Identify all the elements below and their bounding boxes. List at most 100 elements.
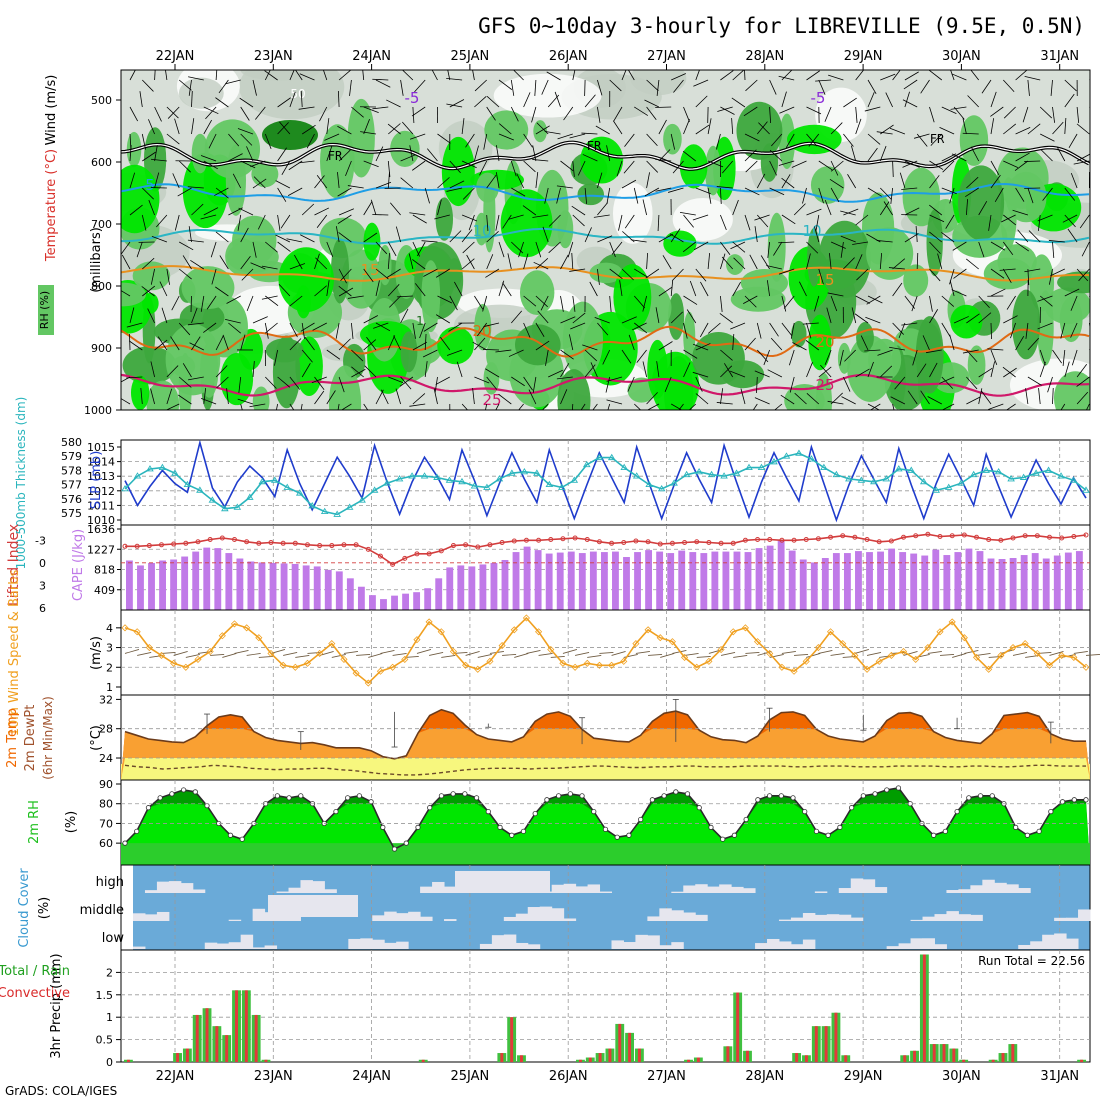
wind-barb	[855, 295, 871, 304]
wind-speed-point	[401, 655, 409, 663]
wind-barb	[226, 295, 241, 304]
wind-barb	[437, 199, 442, 216]
rh-green-area	[146, 380, 180, 410]
wind-barb	[241, 268, 254, 281]
wind-barb	[264, 322, 269, 339]
wind-barb	[178, 79, 192, 91]
wind-speed-point	[522, 614, 530, 622]
wind-barb	[572, 214, 585, 227]
rh-green-area	[692, 332, 745, 385]
precip-run-total: Run Total = 22.56	[978, 954, 1085, 968]
wind-barb	[250, 262, 266, 270]
rh2m-point	[1048, 808, 1054, 815]
surface-wind-barb	[611, 651, 626, 656]
wind-barb	[364, 365, 377, 378]
cloud-cover-bar	[312, 881, 325, 893]
thickness-point	[582, 460, 591, 468]
wind-barb	[818, 79, 826, 95]
cloud-cover-bar	[276, 891, 290, 893]
wind-barb	[507, 253, 512, 270]
wind-barb	[363, 339, 377, 351]
wind-barb	[215, 286, 229, 297]
wind-barb	[147, 308, 155, 324]
isotherm-label: 10	[802, 222, 821, 240]
surface-wind-barb	[441, 655, 456, 658]
wind-barb	[203, 388, 207, 405]
li-point	[961, 532, 967, 538]
cape-bar	[302, 565, 310, 610]
wind-barb	[191, 118, 195, 135]
precip-convective-bar	[628, 1032, 632, 1062]
top-date-label: 27JAN	[647, 49, 686, 64]
wind-barb	[682, 150, 697, 162]
wind-speed-point	[802, 657, 810, 665]
cloud-cover-bar	[910, 938, 924, 949]
top-date-label: 25JAN	[451, 49, 490, 64]
wind-barb	[126, 322, 143, 328]
li-point	[438, 548, 444, 554]
wind-barb	[572, 160, 575, 177]
wind-barb	[523, 376, 533, 391]
wind-speed-point	[486, 657, 494, 665]
rh2m-point	[942, 828, 948, 834]
wind-barb	[929, 362, 938, 378]
wind-barb	[595, 125, 610, 135]
wind-barb	[1064, 214, 1076, 228]
wind-speed-point	[644, 626, 652, 634]
wind-speed-point	[1082, 663, 1090, 671]
wind-barb	[338, 376, 345, 393]
wind-barb	[990, 91, 997, 108]
surface-wind-barb	[173, 651, 188, 656]
li-point	[231, 537, 237, 543]
thickness-point	[121, 484, 129, 492]
wind-barb	[941, 106, 957, 114]
wind-barb	[187, 239, 204, 243]
thickness-point	[820, 463, 828, 471]
axis-tick-label: 1	[106, 681, 113, 694]
wind-barb	[337, 125, 352, 135]
bottom-date-label: 31JAN	[1040, 1069, 1079, 1084]
wind-speed-point	[535, 628, 543, 636]
thickness-point	[870, 477, 878, 485]
rh-green-area	[663, 230, 697, 257]
wind-barb	[252, 316, 268, 324]
slp-tick-label: 1011	[87, 499, 115, 512]
wind-barb	[498, 133, 514, 141]
thickness-point	[533, 469, 541, 476]
wind-barb	[867, 92, 875, 108]
wind-barb	[720, 106, 735, 115]
cape-bar	[490, 562, 498, 610]
wind-speed-point	[194, 655, 202, 663]
wind-barb	[295, 70, 303, 81]
wind-barb	[646, 106, 657, 120]
wind-barb	[769, 79, 777, 95]
wind-speed-point	[608, 661, 616, 669]
thickness-point	[620, 463, 629, 471]
rh-grey-area	[493, 73, 602, 118]
rh2m-point	[450, 791, 456, 797]
wind-barb	[264, 322, 278, 334]
cloud-cover-bar	[360, 938, 373, 949]
wind-speed-point	[474, 665, 482, 673]
wind-barb	[929, 175, 940, 189]
wind-speed-point	[255, 634, 263, 642]
wind-barb	[890, 187, 893, 204]
thickness-tick-label: 578	[61, 464, 82, 477]
surface-wind-barb	[258, 656, 273, 658]
wind-barb	[1037, 295, 1053, 302]
surface-wind-barb	[842, 656, 857, 658]
wind-barb	[646, 79, 659, 92]
wind-barb	[174, 214, 180, 231]
wind-barb	[1003, 79, 1015, 93]
wind-barb	[1010, 322, 1016, 339]
cape-bar	[634, 552, 641, 610]
wind-speed-point	[559, 659, 567, 667]
wind-barb	[486, 106, 496, 121]
wind-barb	[781, 295, 787, 312]
wind-barb	[609, 79, 622, 92]
wind-barb	[990, 106, 1004, 117]
wind-speed-point	[352, 669, 360, 677]
wind-barb	[462, 187, 475, 200]
wind-barb	[154, 70, 156, 81]
wind-barb	[300, 403, 303, 410]
